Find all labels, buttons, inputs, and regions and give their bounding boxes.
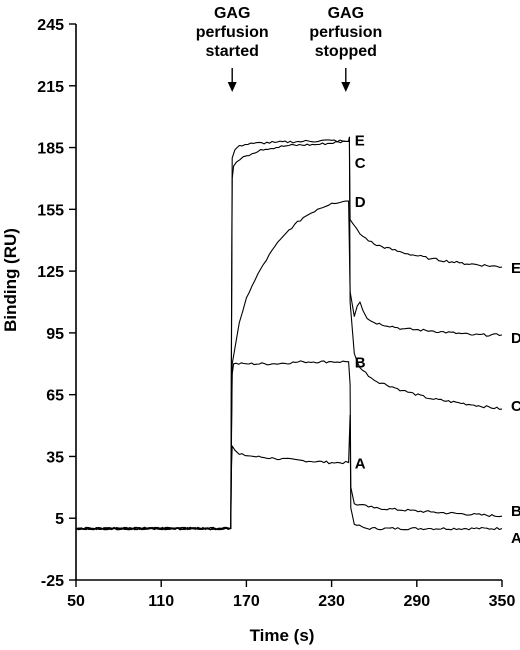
series-label-B: B xyxy=(355,355,366,372)
axis-frame xyxy=(75,24,502,581)
x-tick-label: 350 xyxy=(489,593,516,610)
x-axis-title: Time (s) xyxy=(250,626,315,645)
y-tick-label: 5 xyxy=(55,511,64,528)
annotation-arrow-head xyxy=(341,82,351,92)
y-tick-label: 155 xyxy=(37,202,64,219)
series-label-B: B xyxy=(511,503,520,520)
series-label-C: C xyxy=(511,398,520,415)
y-tick-label: 245 xyxy=(37,17,64,34)
y-tick-label: 125 xyxy=(37,264,64,281)
y-tick-label: -25 xyxy=(41,573,64,590)
series-line-D xyxy=(75,200,503,531)
y-tick-label: 95 xyxy=(46,326,64,343)
y-tick-label: 35 xyxy=(46,449,64,466)
series-line-B xyxy=(75,360,503,531)
annotation-text: stopped xyxy=(315,43,377,60)
y-tick-label: 185 xyxy=(37,141,64,158)
annotation-text: GAG xyxy=(328,5,364,22)
annotation-text: GAG xyxy=(214,5,250,22)
annotation-text: perfusion xyxy=(196,24,269,41)
series-label-A: A xyxy=(355,456,366,473)
annotations: GAG perfusion started GAG perfusion stopped xyxy=(196,5,382,92)
series-label-E: E xyxy=(355,132,365,149)
annotation-text: perfusion xyxy=(309,24,382,41)
y-tick-label: 215 xyxy=(37,79,64,96)
y-tick-label: 65 xyxy=(46,388,64,405)
series-line-E xyxy=(75,136,503,531)
x-tick-label: 110 xyxy=(148,593,174,610)
x-tick-label: 290 xyxy=(403,593,430,610)
x-tick-label: 170 xyxy=(233,593,260,610)
series-label-C: C xyxy=(355,155,366,172)
series-label-A: A xyxy=(511,530,520,547)
series-label-E: E xyxy=(511,260,520,277)
annotation-text: started xyxy=(206,43,259,60)
x-tick-label: 50 xyxy=(67,593,85,610)
annotation-arrow-head xyxy=(227,82,237,92)
x-tick-label: 230 xyxy=(318,593,345,610)
series-layer xyxy=(75,136,503,531)
y-axis-title: Binding (RU) xyxy=(1,228,20,332)
series-label-D: D xyxy=(355,194,366,211)
axes: -25 5 35 65 95 125 155 185 215 245 50 110 170 230 290 3… xyxy=(37,17,515,610)
series-line-C xyxy=(75,136,503,531)
series-label-D: D xyxy=(511,330,520,347)
